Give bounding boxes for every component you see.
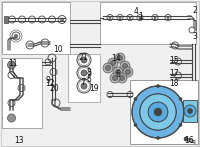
- Circle shape: [8, 114, 16, 122]
- Circle shape: [134, 123, 137, 127]
- Circle shape: [119, 16, 121, 19]
- Circle shape: [140, 94, 176, 130]
- Circle shape: [110, 73, 120, 83]
- Circle shape: [118, 56, 122, 61]
- Text: 11: 11: [8, 59, 18, 69]
- Circle shape: [134, 97, 137, 101]
- Text: 3: 3: [193, 31, 197, 41]
- Circle shape: [116, 70, 120, 75]
- Circle shape: [167, 16, 169, 19]
- Circle shape: [154, 16, 156, 19]
- Text: 13: 13: [14, 136, 24, 145]
- Text: 5: 5: [87, 75, 91, 84]
- Bar: [100, 2, 196, 44]
- Circle shape: [81, 57, 87, 63]
- Circle shape: [188, 108, 192, 113]
- Circle shape: [120, 76, 124, 81]
- Circle shape: [117, 73, 127, 83]
- Bar: [2, 2, 70, 54]
- Text: 9: 9: [46, 76, 50, 85]
- Circle shape: [139, 16, 141, 19]
- Bar: [183, 100, 197, 122]
- Circle shape: [154, 108, 162, 116]
- Text: 19: 19: [89, 84, 99, 93]
- Circle shape: [184, 137, 188, 141]
- Text: 4: 4: [134, 6, 138, 16]
- Text: 17: 17: [169, 69, 179, 78]
- Circle shape: [132, 86, 184, 138]
- Text: 10: 10: [53, 45, 63, 54]
- Circle shape: [156, 137, 160, 140]
- Text: 2: 2: [193, 6, 197, 15]
- Circle shape: [103, 63, 113, 73]
- Bar: [130, 80, 198, 144]
- Circle shape: [113, 76, 118, 81]
- Circle shape: [81, 70, 87, 76]
- Circle shape: [108, 58, 118, 68]
- Circle shape: [123, 67, 133, 77]
- Text: 8: 8: [87, 67, 91, 77]
- Circle shape: [122, 64, 128, 69]
- Circle shape: [109, 16, 111, 19]
- Circle shape: [15, 35, 18, 37]
- Bar: [4, 16, 8, 23]
- Circle shape: [61, 18, 64, 21]
- Circle shape: [113, 67, 123, 77]
- Text: 14: 14: [111, 54, 121, 63]
- Circle shape: [148, 102, 168, 122]
- Text: 15: 15: [169, 56, 179, 65]
- Bar: [2, 58, 42, 128]
- Text: 7: 7: [81, 78, 85, 87]
- Circle shape: [8, 61, 16, 69]
- Circle shape: [120, 61, 130, 71]
- Circle shape: [81, 83, 87, 89]
- Circle shape: [115, 53, 125, 63]
- Circle shape: [179, 123, 182, 127]
- Text: 18: 18: [169, 79, 179, 88]
- Circle shape: [184, 105, 196, 117]
- Text: 21: 21: [78, 53, 88, 62]
- Text: 20: 20: [49, 84, 59, 93]
- Text: 16: 16: [184, 136, 194, 145]
- Circle shape: [106, 66, 111, 71]
- Circle shape: [129, 16, 131, 19]
- Circle shape: [126, 70, 130, 75]
- Bar: [68, 54, 100, 102]
- Text: 1: 1: [139, 12, 143, 21]
- Text: 12: 12: [45, 79, 54, 88]
- Text: 6: 6: [116, 70, 120, 80]
- Circle shape: [111, 61, 116, 66]
- Circle shape: [179, 97, 182, 101]
- Circle shape: [156, 85, 160, 87]
